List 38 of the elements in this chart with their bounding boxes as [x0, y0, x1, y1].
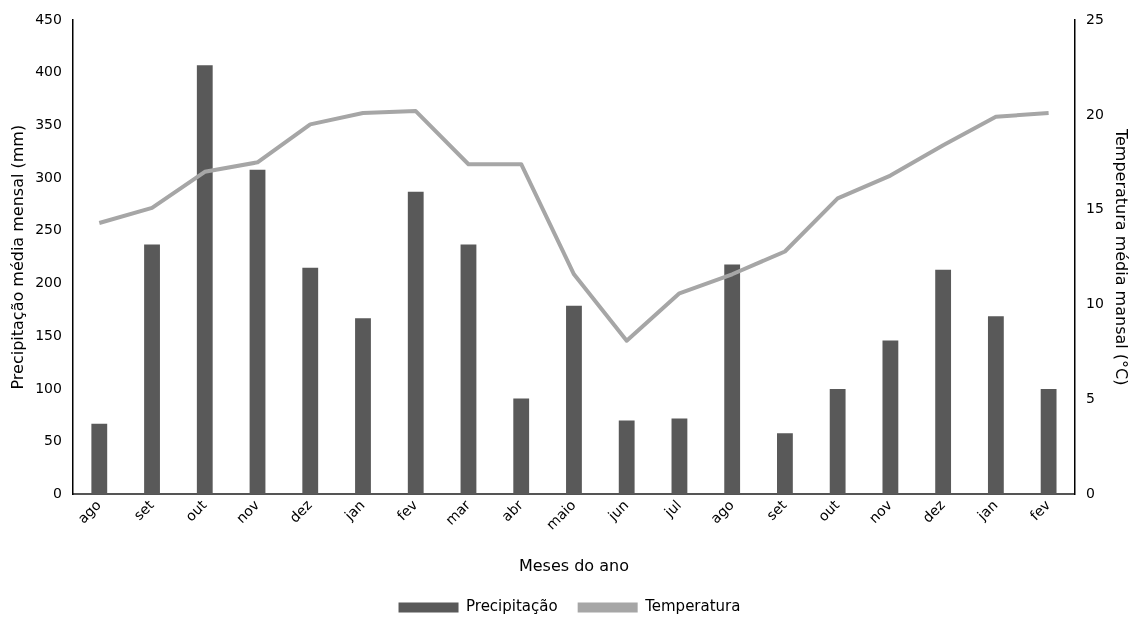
y-tick-label: 350	[35, 116, 62, 133]
y2-tick-label: 20	[1085, 105, 1104, 122]
x-tick-label: set	[763, 496, 790, 524]
x-tick-label: jan	[973, 496, 1001, 524]
y-tick-label: 150	[35, 326, 62, 343]
y-tick-label: 400	[35, 63, 62, 80]
y2-tick-label: 15	[1085, 200, 1104, 217]
y-tick-label: 300	[35, 168, 62, 185]
x-tick-label: set	[130, 496, 158, 524]
y2-axis-title: Temperatura média mansal (°C)	[1112, 127, 1132, 386]
x-tick-label: out	[181, 496, 210, 525]
x-tick-label: nov	[865, 496, 896, 527]
x-tick-label: abr	[498, 496, 527, 525]
y2-tick-label: 10	[1085, 295, 1104, 312]
x-tick-label: dez	[918, 496, 948, 526]
x-tick-label: fev	[393, 496, 421, 524]
y2-tick-label: 25	[1085, 10, 1104, 27]
y-tick-label: 100	[35, 379, 62, 396]
legend-label: Temperatura	[644, 597, 741, 616]
x-tick-label: ago	[707, 496, 737, 527]
x-tick-label: ago	[74, 496, 104, 527]
x-tick-label: jun	[604, 496, 632, 525]
y-tick-label: 0	[53, 485, 62, 502]
x-tick-label: fev	[1026, 496, 1054, 524]
x-tick-label: jul	[660, 496, 685, 521]
x-tick-label: nov	[232, 496, 263, 527]
y-axis-title: Precipitação média mensal (mm)	[7, 124, 27, 390]
y2-tick-label: 5	[1085, 390, 1095, 407]
x-tick-label: out	[814, 496, 843, 525]
x-tick-label: jan	[340, 496, 368, 524]
y-tick-label: 200	[35, 274, 62, 291]
legend-label: Precipitação	[466, 597, 558, 616]
y-tick-label: 450	[35, 10, 62, 27]
y-tick-label: 50	[44, 432, 62, 449]
x-tick-label: dez	[286, 496, 315, 526]
y2-tick-label: 0	[1085, 485, 1095, 502]
x-axis-title: Meses do ano	[518, 555, 629, 575]
y-tick-label: 250	[35, 221, 62, 238]
